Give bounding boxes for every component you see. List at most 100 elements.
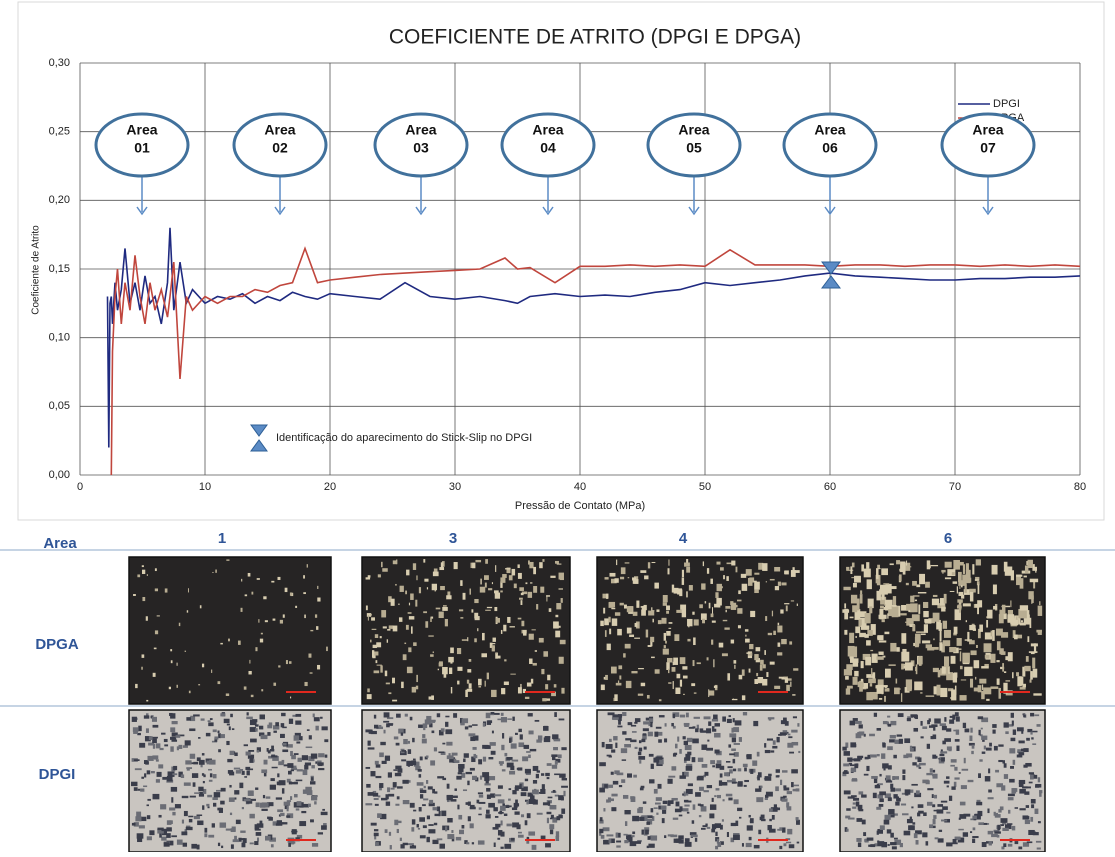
texture [746,652,750,653]
texture [972,816,977,820]
texture [169,820,173,824]
texture [918,592,926,593]
texture [964,758,966,763]
texture [434,823,437,825]
texture [888,809,894,814]
texture [765,750,770,753]
texture [185,740,191,745]
texture [483,757,486,762]
texture [864,774,869,776]
texture [410,845,416,848]
texture [638,668,644,669]
texture [902,775,905,780]
texture [197,845,200,850]
texture [844,630,847,635]
texture [460,580,462,586]
texture [984,664,988,666]
texture [242,807,244,809]
texture [477,628,478,631]
texture [716,562,720,565]
texture [160,804,166,809]
texture [890,784,893,789]
texture [717,839,719,844]
texture [912,581,917,586]
texture [525,746,528,748]
texture [532,629,536,630]
texture [171,835,177,837]
texture [772,746,777,749]
texture [752,760,757,765]
texture [169,687,171,689]
texture [963,603,971,606]
texture [674,634,679,641]
texture [866,640,871,645]
texture [535,720,540,722]
texture [662,810,666,814]
texture [990,654,995,663]
texture [933,726,935,730]
texture [474,599,478,603]
texture [905,622,912,623]
texture [204,833,207,837]
texture [672,585,674,593]
texture [396,714,401,718]
texture [132,823,136,826]
texture [460,723,464,726]
texture [190,796,196,798]
texture [879,640,886,642]
texture [377,813,382,818]
texture [479,807,482,809]
texture [666,611,669,614]
texture [492,731,494,734]
texture [152,717,157,722]
texture [234,768,240,770]
texture [466,842,469,844]
texture [961,679,966,680]
texture [1029,782,1033,784]
texture [491,643,495,644]
texture [220,734,225,738]
texture [783,785,786,788]
texture [731,561,735,566]
texture [512,717,514,721]
texture [562,775,564,778]
texture [261,769,267,773]
texture [416,686,418,690]
texture [650,722,652,727]
texture [135,816,141,821]
texture [172,721,178,724]
texture [440,586,445,590]
texture [693,804,696,809]
texture [960,802,966,806]
texture [618,720,621,724]
texture [486,788,490,792]
texture [879,798,883,802]
texture [858,682,864,688]
texture [249,769,253,771]
texture [692,739,699,744]
texture [943,621,947,629]
texture [541,773,544,776]
callout-title: Area [678,122,709,138]
texture [151,771,155,773]
texture [949,647,956,652]
texture [161,837,166,841]
texture [209,780,213,782]
x-tick-label: 50 [699,481,711,493]
texture [160,748,164,750]
texture [665,641,667,644]
texture [845,676,849,680]
texture [378,795,381,797]
texture [555,561,559,564]
texture [141,667,143,670]
texture [708,721,711,726]
texture [939,830,942,832]
texture [464,753,469,758]
texture [913,595,920,596]
texture [1014,635,1018,640]
texture [989,841,992,845]
texture [310,672,313,673]
texture [382,568,387,572]
texture [194,792,200,794]
texture [170,713,175,718]
